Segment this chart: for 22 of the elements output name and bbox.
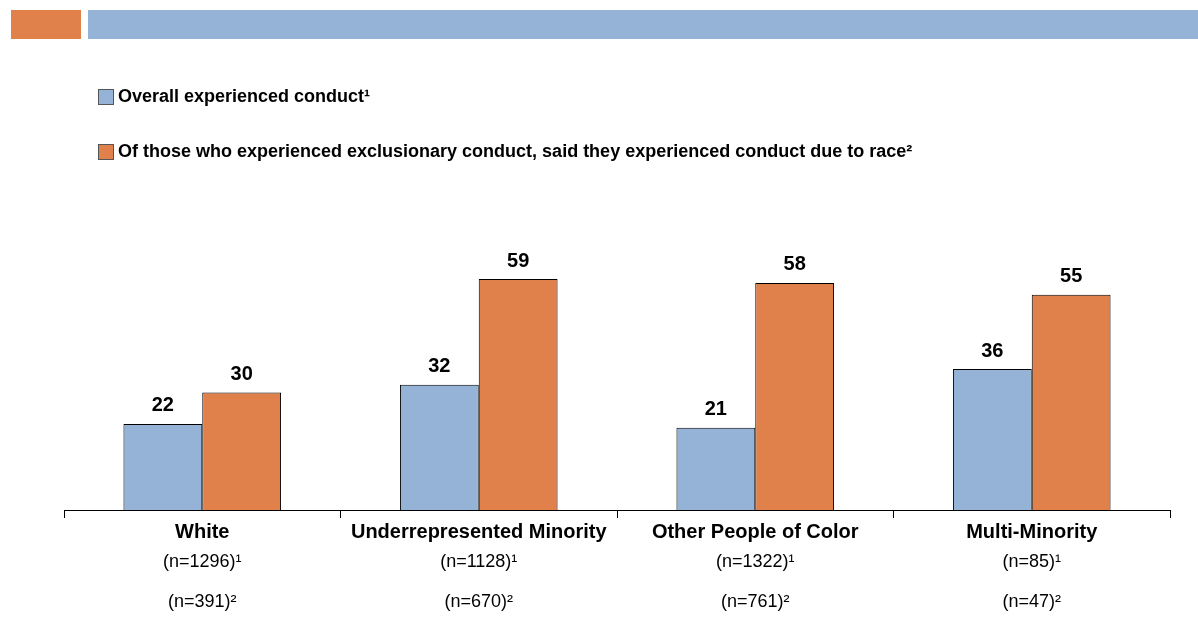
x-tick-label: Other People of Color [651,519,859,542]
text: (n=1322)¹ [715,550,795,571]
data-label: 59 [507,248,530,271]
text: (n=1128)¹ [440,550,518,571]
legend-label: Overall experienced conduct¹ [118,86,371,107]
text: (n=1296)¹ [162,550,242,571]
data-label: 21 [704,397,727,420]
data-label: 55 [1060,264,1083,287]
data-label: 58 [783,252,806,275]
data-label: 30 [230,362,253,385]
text: (n=47)² [1002,590,1062,611]
data-label: 22 [151,393,174,416]
legend-label: Of those who experienced exclusionary conduct, said they experienced conduct due to race² [118,141,913,162]
text: (n=761)² [720,590,790,611]
text: (n=391)² [167,590,237,611]
x-tick-label: Underrepresented Minority [350,519,608,542]
x-tick-label: Multi-Minority [966,519,1099,542]
x-tick-label: White [175,519,230,542]
data-label: 32 [428,354,451,377]
text: (n=670)² [444,590,514,611]
text: (n=85)¹ [1002,550,1062,571]
data-label: 36 [981,338,1004,361]
